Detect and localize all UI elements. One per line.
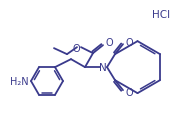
Text: HCl: HCl bbox=[152, 10, 170, 20]
Text: O: O bbox=[106, 38, 114, 48]
Text: O: O bbox=[126, 38, 134, 48]
Text: N: N bbox=[99, 63, 107, 73]
Text: O: O bbox=[72, 44, 80, 54]
Text: O: O bbox=[126, 87, 134, 97]
Text: H₂N: H₂N bbox=[10, 76, 29, 86]
